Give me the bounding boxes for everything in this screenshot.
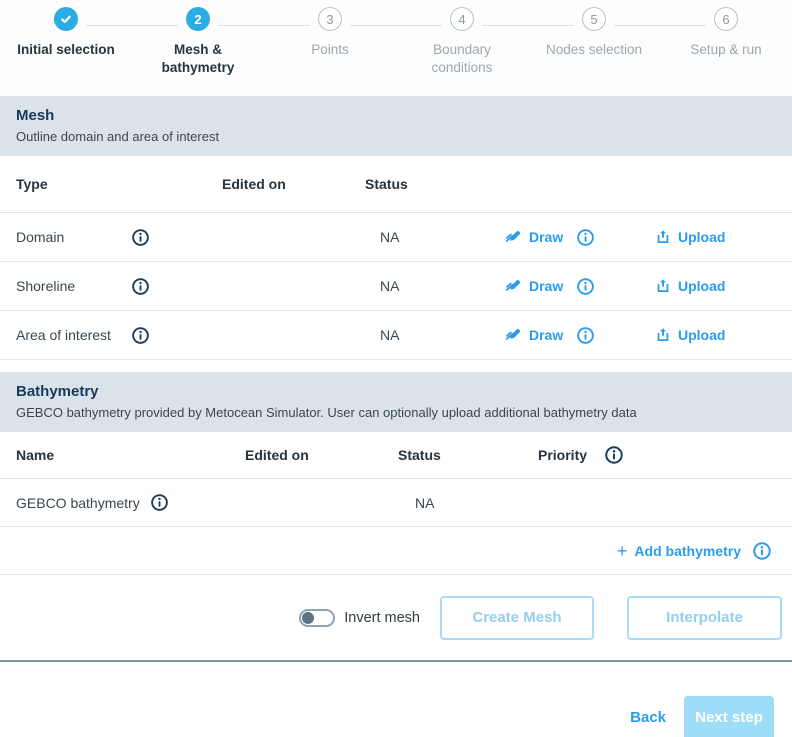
interpolate-button[interactable]: Interpolate [627,595,782,640]
upload-icon [655,229,671,245]
bathymetry-section-header: Bathymetry GEBCO bathymetry provided by … [0,372,792,432]
col-type: Type [16,176,48,192]
upload-button[interactable]: Upload [655,327,725,343]
col-edited-on: Edited on [222,176,286,192]
info-icon[interactable] [131,228,150,247]
col-status: Status [365,176,408,192]
draw-button[interactable]: Draw [505,229,563,246]
step-1-circle[interactable] [54,7,78,31]
step-3-circle[interactable]: 3 [318,7,342,31]
bathymetry-section-title: Bathymetry [16,383,99,400]
add-bathymetry-button[interactable]: + Add bathymetry [617,542,741,560]
bathymetry-section-subtitle: GEBCO bathymetry provided by Metocean Si… [16,405,637,420]
step-4-label: Boundary conditions [431,42,493,76]
draw-icon [505,278,522,295]
add-bathymetry-label: Add bathymetry [634,542,741,559]
info-icon[interactable] [576,228,595,247]
step-5-circle[interactable]: 5 [582,7,606,31]
status-value: NA [415,494,435,511]
draw-label: Draw [529,229,564,245]
upload-button[interactable]: Upload [655,229,725,245]
table-row-area-of-interest: Area of interest NA Draw Upload [0,311,792,360]
step-4-circle[interactable]: 4 [450,7,474,31]
mesh-section-header: Mesh Outline domain and area of interest [0,96,792,156]
step-6-circle[interactable]: 6 [714,7,738,31]
footer-divider [0,660,792,662]
step-initial-selection[interactable]: Initial selection [0,7,132,96]
info-icon[interactable] [131,326,150,345]
mesh-section-subtitle: Outline domain and area of interest [16,129,220,144]
row-label: Domain [16,229,65,245]
step-boundary-conditions[interactable]: 4 Boundary conditions [350,7,528,96]
draw-button[interactable]: Draw [505,327,563,344]
table-row-domain: Domain NA Draw Upload [0,213,792,262]
mesh-table-header: Type Edited on Status [0,156,792,213]
upload-icon [655,327,671,343]
info-icon[interactable] [576,326,595,345]
draw-icon [505,229,522,246]
upload-icon [655,278,671,294]
step-6-label: Setup & run [690,42,762,57]
draw-icon [505,327,522,344]
plus-icon: + [616,540,628,561]
draw-label: Draw [529,278,564,294]
table-row-gebco-bathymetry: GEBCO bathymetry NA [0,479,792,527]
upload-label: Upload [678,327,726,343]
col-name: Name [16,447,55,463]
bathymetry-table-header: Name Edited on Status Priority [0,432,792,479]
wizard-footer: Back Next step [0,662,792,737]
step-5-label: Nodes selection [545,42,643,57]
info-icon[interactable] [752,541,772,561]
step-2-circle[interactable]: 2 [186,7,210,31]
upload-label: Upload [678,278,726,294]
draw-label: Draw [529,327,564,343]
status-value: NA [380,229,400,245]
back-button[interactable]: Back [620,701,676,734]
row-label: Area of interest [16,327,111,343]
row-label: Shoreline [16,278,76,294]
toggle-knob [302,611,315,624]
create-mesh-button[interactable]: Create Mesh [440,595,594,640]
upload-button[interactable]: Upload [655,278,725,294]
step-2-label: Mesh & bathymetry [161,42,235,76]
draw-button[interactable]: Draw [505,278,563,295]
mesh-section-title: Mesh [16,107,55,124]
table-row-shoreline: Shoreline NA Draw Upload [0,262,792,311]
info-icon[interactable] [604,445,624,465]
step-1-label: Initial selection [17,42,115,57]
col-status: Status [398,447,441,463]
step-setup-run[interactable]: 6 Setup & run [614,7,792,96]
check-icon [58,11,74,27]
next-step-button[interactable]: Next step [684,695,774,737]
step-nodes-selection[interactable]: 5 Nodes selection [482,7,660,96]
invert-mesh-label: Invert mesh [344,609,420,626]
info-icon[interactable] [150,493,169,512]
col-priority: Priority [538,447,588,463]
invert-mesh-toggle[interactable] [299,608,336,627]
mesh-controls-row: Invert mesh Create Mesh Interpolate [0,575,792,660]
step-mesh-bathymetry[interactable]: 2 Mesh & bathymetry [86,7,264,96]
row-label: GEBCO bathymetry [16,494,140,511]
status-value: NA [380,327,400,343]
col-edited-on: Edited on [245,447,309,463]
add-bathymetry-row: + Add bathymetry [0,527,792,575]
info-icon[interactable] [131,277,150,296]
info-icon[interactable] [576,277,595,296]
upload-label: Upload [678,229,726,245]
step-points[interactable]: 3 Points [218,7,396,96]
wizard-stepper: Initial selection 2 Mesh & bathymetry 3 … [0,0,792,96]
status-value: NA [380,278,400,294]
step-3-label: Points [311,42,349,57]
